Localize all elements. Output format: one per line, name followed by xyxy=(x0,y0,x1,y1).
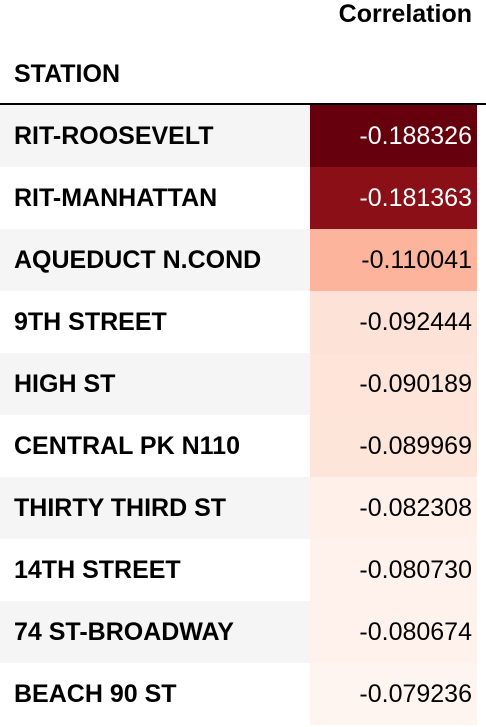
table-body: RIT-ROOSEVELT -0.188326 RIT-MANHATTAN -0.18… xyxy=(0,105,486,725)
table-row: 74 ST-BROADWAY -0.080674 xyxy=(0,601,486,663)
station-name: 14TH STREET xyxy=(0,539,310,601)
correlation-value: -0.080674 xyxy=(310,601,477,663)
correlation-value: -0.092444 xyxy=(310,291,477,353)
correlation-value: -0.110041 xyxy=(310,229,477,291)
station-name: AQUEDUCT N.COND xyxy=(0,229,310,291)
station-name: 74 ST-BROADWAY xyxy=(0,601,310,663)
table-row: 9TH STREET -0.092444 xyxy=(0,291,486,353)
table-row: BEACH 90 ST -0.079236 xyxy=(0,663,486,725)
station-name: CENTRAL PK N110 xyxy=(0,415,310,477)
column-header-correlation: Correlation xyxy=(338,0,472,28)
correlation-value: -0.089969 xyxy=(310,415,477,477)
table-row: AQUEDUCT N.COND -0.110041 xyxy=(0,229,486,291)
table-row: RIT-ROOSEVELT -0.188326 xyxy=(0,105,486,167)
station-name: THIRTY THIRD ST xyxy=(0,477,310,539)
correlation-value: -0.188326 xyxy=(310,105,477,167)
table-row: CENTRAL PK N110 -0.089969 xyxy=(0,415,486,477)
table-row: RIT-MANHATTAN -0.181363 xyxy=(0,167,486,229)
station-name: BEACH 90 ST xyxy=(0,663,310,725)
table-row: HIGH ST -0.090189 xyxy=(0,353,486,415)
header-divider xyxy=(0,103,486,105)
table-row: 14TH STREET -0.080730 xyxy=(0,539,486,601)
station-name: HIGH ST xyxy=(0,353,310,415)
table-row: THIRTY THIRD ST -0.082308 xyxy=(0,477,486,539)
correlation-value: -0.181363 xyxy=(310,167,477,229)
correlation-value: -0.080730 xyxy=(310,539,477,601)
index-header-station: STATION xyxy=(14,60,121,88)
station-name: 9TH STREET xyxy=(0,291,310,353)
correlation-value: -0.082308 xyxy=(310,477,477,539)
correlation-value: -0.079236 xyxy=(310,663,477,725)
station-name: RIT-ROOSEVELT xyxy=(0,105,310,167)
correlation-value: -0.090189 xyxy=(310,353,477,415)
station-name: RIT-MANHATTAN xyxy=(0,167,310,229)
